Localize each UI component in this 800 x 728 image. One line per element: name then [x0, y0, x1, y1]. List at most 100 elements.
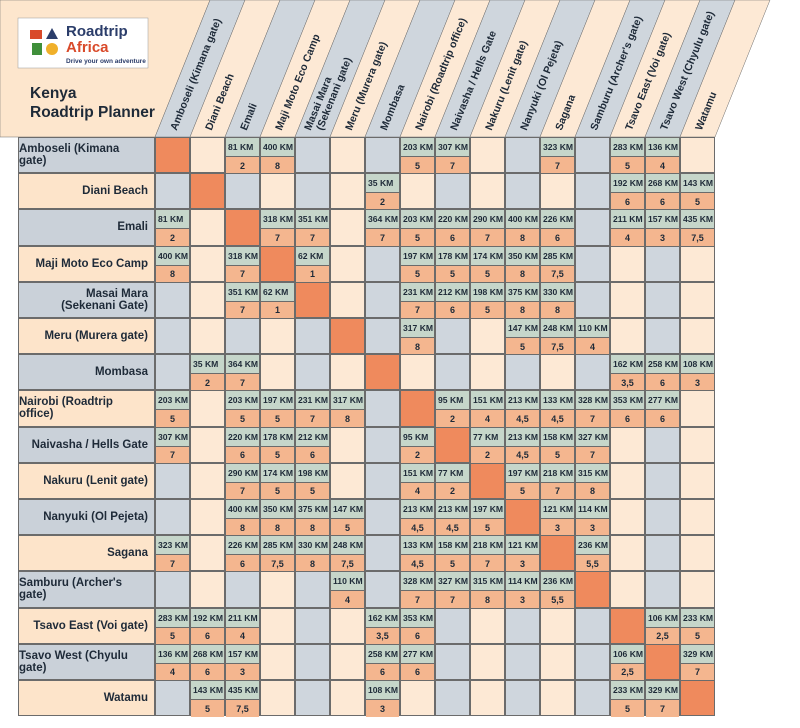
distance: 315 KM: [576, 463, 609, 483]
duration: 8: [156, 265, 189, 283]
cell: [470, 643, 505, 680]
cell: 283 KM 5: [155, 607, 190, 645]
cell: 203 KM 5: [155, 390, 190, 428]
duration: 2: [156, 229, 189, 247]
duration: 4,5: [541, 410, 574, 428]
cell: [610, 281, 645, 318]
cell: 315 KM 8: [575, 462, 610, 500]
distance: 213 KM: [401, 500, 434, 520]
cell: [330, 209, 365, 246]
duration: 2: [436, 410, 469, 428]
duration: 5: [401, 229, 434, 247]
row-label-line: Samburu (Archer's gate): [19, 577, 123, 602]
distance: 151 KM: [401, 463, 434, 483]
distance: 197 KM: [261, 391, 294, 411]
cell: 315 KM 8: [470, 571, 505, 609]
distance: 375 KM: [506, 282, 539, 302]
cell: [365, 137, 400, 174]
duration: 7: [156, 555, 189, 573]
cell: 277 KM 6: [400, 643, 435, 681]
cell: 236 KM 5,5: [540, 571, 575, 609]
distance: 315 KM: [471, 572, 504, 592]
duration: 5: [261, 446, 294, 464]
distance: 157 KM: [646, 210, 679, 230]
distance: 268 KM: [646, 174, 679, 194]
cell: [190, 318, 225, 355]
duration: 4: [226, 627, 259, 645]
cell: 233 KM 5: [680, 607, 715, 645]
distance: 62 KM: [261, 282, 294, 302]
cell: 133 KM 4,5: [400, 535, 435, 573]
header: Roadtrip Africa Drive your own adventure…: [0, 0, 771, 138]
duration: 7,5: [541, 338, 574, 356]
cell: 151 KM 4: [470, 390, 505, 428]
cell: 375 KM 8: [295, 499, 330, 537]
cell: [260, 643, 295, 680]
distance: 197 KM: [471, 500, 504, 520]
cell: [645, 281, 680, 318]
duration: 7: [226, 265, 259, 283]
cell: [610, 426, 645, 463]
cell: [190, 245, 225, 282]
duration: 4: [646, 157, 679, 175]
cell: 114 KM 3: [575, 499, 610, 537]
cell: [470, 173, 505, 210]
distance: 212 KM: [436, 282, 469, 302]
distance: 353 KM: [401, 608, 434, 628]
cell: [610, 318, 645, 355]
duration: 6: [646, 410, 679, 428]
duration: 3: [576, 519, 609, 537]
duration: 7: [261, 229, 294, 247]
cell: 95 KM 2: [435, 390, 470, 428]
row-label: Tsavo West (Chyulu gate): [18, 643, 155, 680]
distance: 277 KM: [646, 391, 679, 411]
cell: 143 KM 5: [190, 680, 225, 718]
cell: [505, 680, 540, 717]
cell: 136 KM 4: [645, 137, 680, 175]
distance: 364 KM: [366, 210, 399, 230]
cell: [505, 137, 540, 174]
distance: 351 KM: [226, 282, 259, 302]
cell: 318 KM 7: [225, 245, 260, 283]
duration: 7,5: [261, 555, 294, 573]
cell: 226 KM 6: [540, 209, 575, 247]
cell: 212 KM 6: [435, 281, 470, 319]
cell: [190, 571, 225, 608]
cell: 236 KM 5,5: [575, 535, 610, 573]
duration: 3,5: [611, 374, 644, 392]
cell: 323 KM 7: [155, 535, 190, 573]
distance: 327 KM: [436, 572, 469, 592]
cell: [295, 680, 330, 717]
duration: 4,5: [401, 519, 434, 537]
distance: 290 KM: [226, 463, 259, 483]
cell: [295, 354, 330, 391]
cell: [155, 680, 190, 717]
distance: 285 KM: [541, 246, 574, 266]
cell: [645, 499, 680, 536]
cell: 212 KM 6: [295, 426, 330, 464]
cell: [155, 571, 190, 608]
duration: 8: [296, 555, 329, 573]
cell: [295, 643, 330, 680]
cell: [575, 173, 610, 210]
distance: 114 KM: [506, 572, 539, 592]
duration: 8: [261, 519, 294, 537]
distance: 329 KM: [681, 644, 714, 664]
duration: 5: [191, 700, 224, 718]
cell: 218 KM 7: [540, 462, 575, 500]
cell: [330, 462, 365, 499]
cell: 231 KM 7: [400, 281, 435, 319]
cell: 121 KM 3: [505, 535, 540, 573]
cell: [155, 354, 190, 391]
cell: [505, 607, 540, 644]
cell: [365, 390, 400, 427]
duration: 6: [541, 229, 574, 247]
cell: 133 KM 4,5: [540, 390, 575, 428]
duration: 5: [471, 301, 504, 319]
cell: 353 KM 6: [400, 607, 435, 645]
cell: 364 KM 7: [365, 209, 400, 247]
cell: 213 KM 4,5: [505, 390, 540, 428]
row-label-line: Amboseli (Kimana gate): [19, 143, 120, 168]
duration: 6: [191, 627, 224, 645]
